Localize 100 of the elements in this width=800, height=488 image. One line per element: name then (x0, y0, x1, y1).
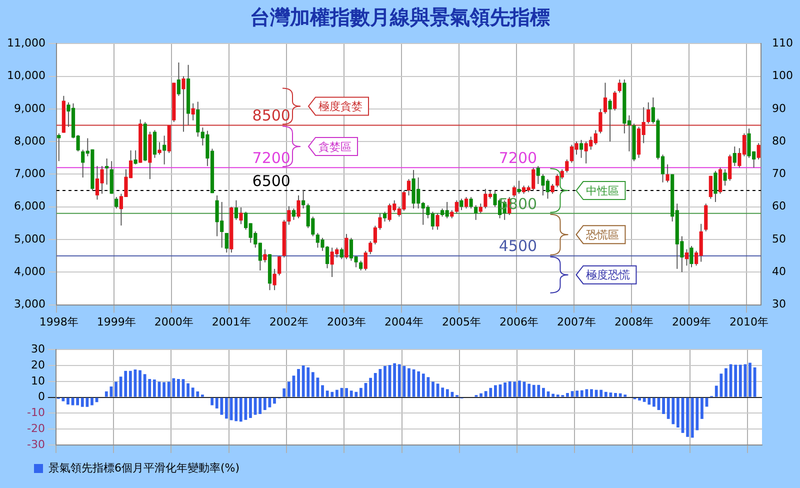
bar (518, 380, 521, 397)
bar (90, 398, 94, 406)
y-tick-label: 3,000 (14, 298, 46, 311)
bar (542, 388, 545, 397)
annotation: 中性區 (586, 184, 620, 198)
x-tick-label: 2010年 (730, 315, 769, 328)
y2-tick-label: 50 (772, 232, 786, 246)
y2-tick-label: 110 (772, 36, 794, 50)
bar (566, 393, 569, 397)
bar (441, 388, 444, 397)
bar (446, 389, 449, 397)
bar (369, 378, 372, 397)
bar (432, 382, 434, 397)
y-tick-label: 20 (30, 358, 45, 372)
bar (552, 394, 555, 397)
y-tick-label: -30 (27, 438, 45, 451)
y2-tick-label: 40 (772, 265, 786, 278)
y-tick-label: 6,000 (14, 200, 46, 213)
bar (384, 366, 386, 397)
bar (76, 398, 80, 406)
bar (282, 388, 286, 397)
bar (114, 382, 118, 397)
bar (297, 369, 300, 397)
y-tick-label: 11,000 (6, 36, 46, 50)
bar (345, 388, 348, 397)
x-tick-label: 1999年 (96, 315, 136, 328)
bar (748, 362, 752, 397)
y-tick-label: -20 (27, 422, 45, 435)
candlestick (57, 133, 61, 162)
y2-tick-label: 80 (772, 134, 786, 148)
x-tick-label: 2003年 (326, 315, 366, 328)
y2-tick-label: 30 (772, 298, 786, 311)
x-tick-label: 2009年 (672, 315, 712, 328)
y-tick-label: -10 (27, 406, 45, 420)
y2-tick-label: 90 (772, 102, 786, 115)
bar (734, 364, 738, 397)
y-tick-label: 7,000 (14, 167, 46, 180)
bar (273, 398, 276, 404)
bar (408, 368, 410, 397)
ref-line-label: 7200 (252, 149, 290, 168)
bar (124, 370, 128, 397)
bar (504, 382, 506, 397)
bar (249, 398, 252, 418)
bar (480, 393, 482, 397)
x-tick-label: 2004年 (384, 315, 424, 328)
bar (104, 391, 108, 397)
annotation: 恐慌區 (585, 228, 620, 242)
y-tick-label: 10 (30, 374, 45, 388)
bar (225, 398, 228, 419)
ref-line-label: 8500 (252, 106, 290, 125)
bar (652, 398, 656, 407)
legend-label: 景氣領先指標6個月平滑化年變動率(%) (48, 461, 240, 474)
bar (186, 383, 190, 397)
bar (177, 379, 180, 397)
y-tick-label: 8,000 (14, 134, 46, 148)
y-tick-label: 10,000 (6, 69, 46, 82)
x-tick-label: 2008年 (614, 315, 654, 328)
bar (258, 398, 262, 414)
bar (662, 398, 665, 414)
bar (580, 390, 584, 397)
bar (162, 382, 166, 397)
bar (604, 392, 608, 397)
bar (724, 368, 728, 397)
bar (422, 374, 425, 397)
bar (66, 398, 70, 404)
bar (494, 385, 497, 397)
x-tick-label: 2002年 (269, 315, 308, 328)
bar (417, 371, 420, 397)
bar (676, 398, 680, 428)
bar (590, 389, 593, 397)
chart-title: 台灣加權指數月線與景氣領先指標 (249, 4, 551, 31)
bar (585, 389, 588, 397)
x-tick-label: 2005年 (442, 315, 481, 328)
bar (609, 392, 612, 397)
bar (234, 398, 238, 422)
bar (638, 398, 641, 400)
annotation: 極度恐慌 (586, 268, 630, 282)
bar (336, 390, 338, 397)
annotation: 極度貪婪 (318, 100, 362, 114)
bar (614, 393, 617, 397)
bar (263, 398, 266, 410)
x-tick-label: 2000年 (154, 315, 194, 328)
x-tick-label: 2001年 (212, 315, 251, 328)
ref-line-label: 6500 (252, 172, 290, 190)
y2-tick-label: 60 (772, 200, 786, 213)
x-tick-label: 2007年 (556, 315, 596, 328)
bar (570, 391, 574, 397)
bar (600, 390, 603, 397)
bar (128, 370, 132, 397)
bar (393, 363, 396, 397)
bar (311, 372, 314, 397)
annotation: 貪婪區 (318, 140, 352, 154)
bar (321, 385, 324, 397)
ref-line-label: 4500 (498, 237, 538, 256)
y2-tick-label: 100 (772, 69, 794, 82)
bar (287, 382, 290, 397)
bar (138, 370, 142, 397)
bar (152, 379, 156, 397)
candlestick (105, 158, 109, 185)
bar (210, 398, 214, 406)
